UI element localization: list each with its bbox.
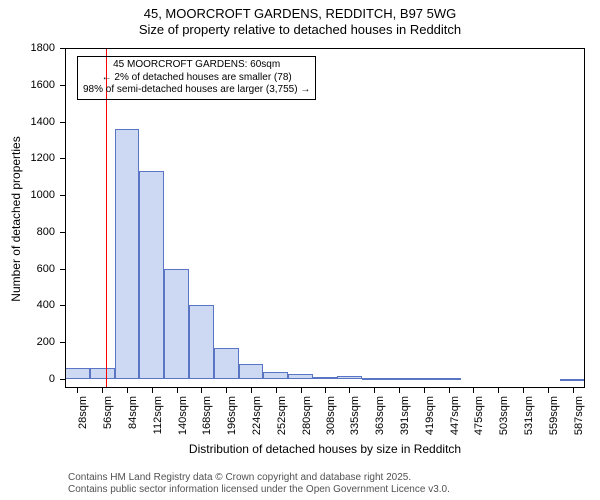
plot-area — [65, 48, 585, 388]
x-tick-mark — [251, 388, 252, 393]
y-tick-label: 400 — [0, 299, 55, 311]
x-tick-mark — [399, 388, 400, 393]
x-tick-mark — [201, 388, 202, 393]
y-tick-label: 1000 — [0, 189, 55, 201]
y-tick-label: 1800 — [0, 42, 55, 54]
x-tick-mark — [177, 388, 178, 393]
x-tick-label: 252sqm — [276, 396, 288, 435]
x-tick-mark — [301, 388, 302, 393]
x-tick-mark — [77, 388, 78, 393]
x-tick-label: 28sqm — [77, 396, 89, 429]
x-tick-label: 168sqm — [201, 396, 213, 435]
x-tick-mark — [374, 388, 375, 393]
x-axis-label: Distribution of detached houses by size … — [189, 442, 461, 456]
x-tick-mark — [473, 388, 474, 393]
y-tick-label: 600 — [0, 263, 55, 275]
x-tick-mark — [498, 388, 499, 393]
x-tick-mark — [226, 388, 227, 393]
x-tick-label: 447sqm — [449, 396, 461, 435]
x-tick-label: 84sqm — [127, 396, 139, 429]
x-tick-label: 335sqm — [349, 396, 361, 435]
y-tick-label: 0 — [0, 373, 55, 385]
x-tick-label: 112sqm — [152, 396, 164, 434]
x-tick-label: 224sqm — [251, 396, 263, 435]
x-tick-label: 587sqm — [573, 396, 585, 435]
x-tick-label: 363sqm — [374, 396, 386, 435]
y-tick-label: 1400 — [0, 116, 55, 128]
x-tick-mark — [127, 388, 128, 393]
x-tick-mark — [349, 388, 350, 393]
x-tick-label: 559sqm — [548, 396, 560, 435]
y-tick-label: 800 — [0, 226, 55, 238]
x-tick-mark — [573, 388, 574, 393]
x-tick-label: 503sqm — [498, 396, 510, 435]
title-line-1: 45, MOORCROFT GARDENS, REDDITCH, B97 5WG — [0, 6, 600, 22]
x-tick-mark — [102, 388, 103, 393]
footer-attribution: Contains HM Land Registry data © Crown c… — [68, 472, 450, 496]
title-line-2: Size of property relative to detached ho… — [0, 22, 600, 38]
x-tick-label: 56sqm — [102, 396, 114, 429]
x-tick-mark — [548, 388, 549, 393]
x-tick-label: 475sqm — [473, 396, 485, 435]
y-tick-label: 1600 — [0, 79, 55, 91]
x-tick-label: 419sqm — [424, 396, 436, 435]
x-tick-label: 280sqm — [301, 396, 313, 435]
x-tick-mark — [325, 388, 326, 393]
x-tick-label: 391sqm — [399, 396, 411, 435]
footer-line-2: Contains public sector information licen… — [68, 484, 450, 496]
x-tick-mark — [449, 388, 450, 393]
chart-title: 45, MOORCROFT GARDENS, REDDITCH, B97 5WG… — [0, 0, 600, 39]
x-tick-label: 531sqm — [523, 396, 535, 435]
y-tick-label: 200 — [0, 336, 55, 348]
y-tick-label: 1200 — [0, 152, 55, 164]
x-tick-label: 140sqm — [177, 396, 189, 435]
footer-line-1: Contains HM Land Registry data © Crown c… — [68, 472, 450, 484]
x-tick-label: 196sqm — [226, 396, 238, 435]
x-tick-mark — [523, 388, 524, 393]
x-tick-mark — [276, 388, 277, 393]
x-tick-mark — [424, 388, 425, 393]
chart-container: { "title": { "line1": "45, MOORCROFT GAR… — [0, 0, 600, 500]
x-tick-label: 308sqm — [325, 396, 337, 435]
x-tick-mark — [152, 388, 153, 393]
